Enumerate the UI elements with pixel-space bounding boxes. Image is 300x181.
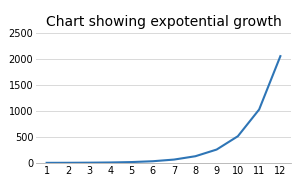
- Title: Chart showing expotential growth: Chart showing expotential growth: [46, 15, 281, 29]
